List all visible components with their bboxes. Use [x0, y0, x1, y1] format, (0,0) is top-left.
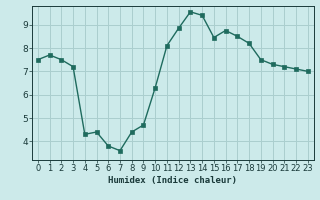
- X-axis label: Humidex (Indice chaleur): Humidex (Indice chaleur): [108, 176, 237, 185]
